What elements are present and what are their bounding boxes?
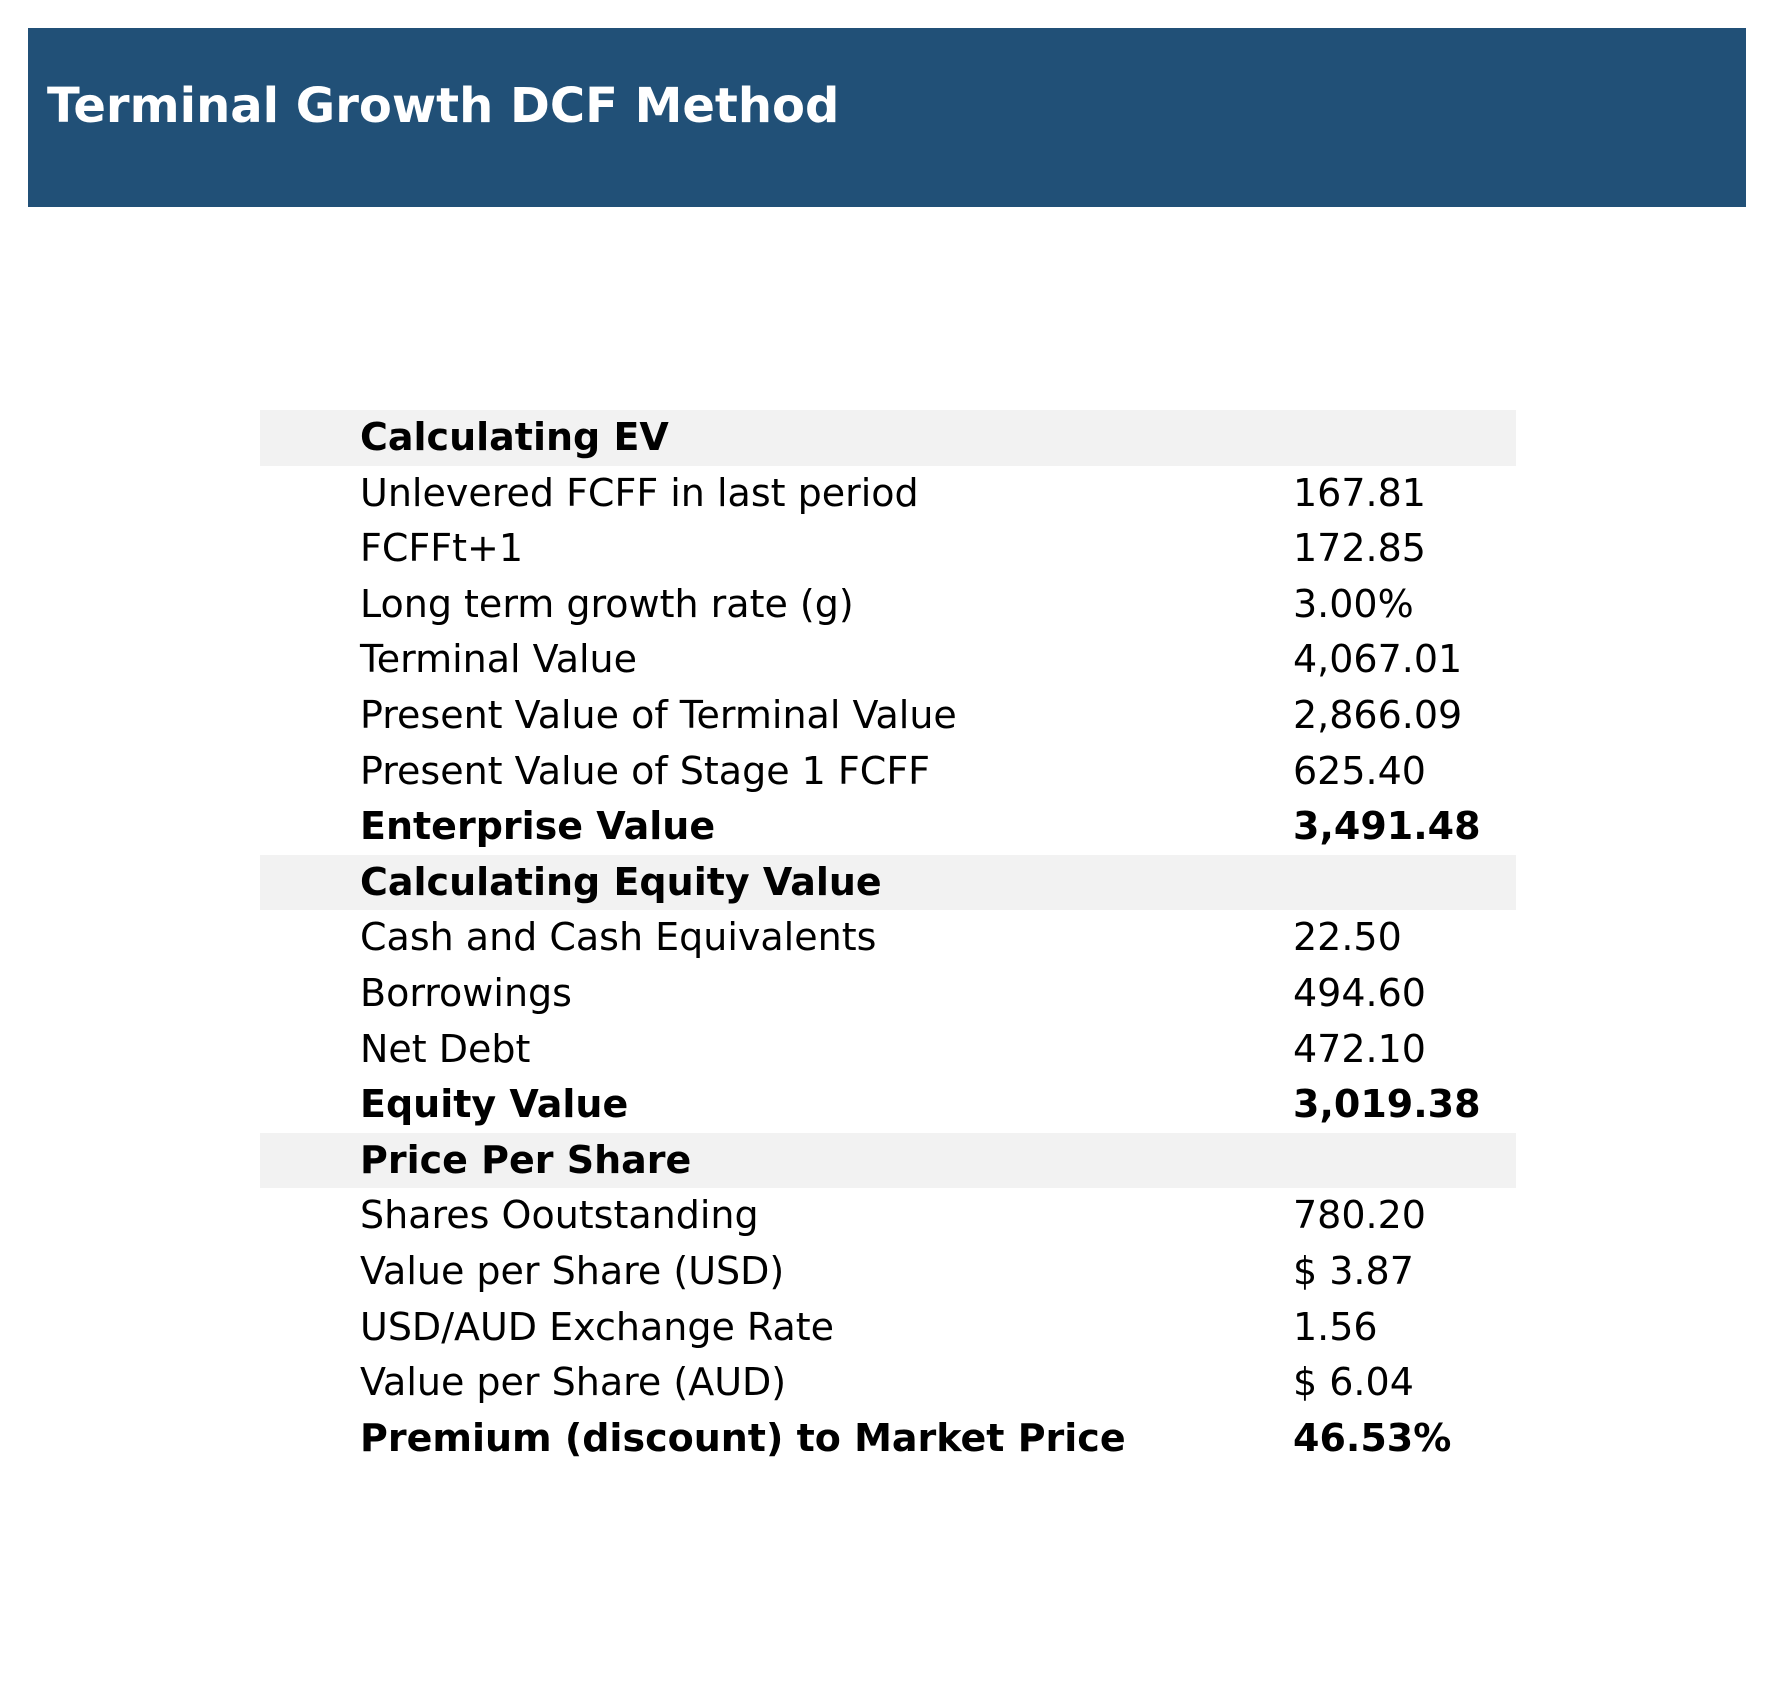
table-row: Value per Share (AUD) $ 6.04 [260, 1355, 1516, 1411]
table-row: USD/AUD Exchange Rate 1.56 [260, 1300, 1516, 1356]
table-row: Value per Share (USD) $ 3.87 [260, 1244, 1516, 1300]
row-label: Borrowings [360, 970, 572, 1015]
row-value: 172.85 [1293, 526, 1426, 571]
row-value: 22.50 [1293, 915, 1402, 960]
row-value: 625.40 [1293, 748, 1426, 793]
table-row: Terminal Value 4,067.01 [260, 632, 1516, 688]
row-label: Cash and Cash Equivalents [360, 915, 877, 960]
row-label: Equity Value [360, 1082, 629, 1127]
dcf-table: Calculating EV Unlevered FCFF in last pe… [260, 410, 1516, 1466]
row-label: Enterprise Value [360, 804, 716, 849]
section-header-equity-value: Calculating Equity Value [260, 854, 1516, 911]
row-value: 46.53% [1293, 1415, 1452, 1460]
row-value: 3,491.48 [1293, 804, 1481, 849]
row-label: USD/AUD Exchange Rate [360, 1304, 835, 1349]
row-label: Value per Share (AUD) [360, 1360, 787, 1405]
row-value: 2,866.09 [1293, 692, 1463, 737]
row-label: FCFFt+1 [360, 526, 524, 571]
total-row-premium: Premium (discount) to Market Price 46.53… [260, 1411, 1516, 1467]
table-row: Long term growth rate (g) 3.00% [260, 577, 1516, 633]
total-row-enterprise-value: Enterprise Value 3,491.48 [260, 799, 1516, 855]
section-header-price-per-share: Price Per Share [260, 1132, 1516, 1189]
row-value: 4,067.01 [1293, 637, 1463, 682]
row-value: $ 6.04 [1293, 1360, 1414, 1405]
section-title: Price Per Share [360, 1137, 692, 1182]
table-row: Cash and Cash Equivalents 22.50 [260, 910, 1516, 966]
table-row: Present Value of Stage 1 FCFF 625.40 [260, 744, 1516, 800]
row-label: Present Value of Stage 1 FCFF [360, 748, 931, 793]
row-label: Present Value of Terminal Value [360, 692, 957, 737]
table-row: Present Value of Terminal Value 2,866.09 [260, 688, 1516, 744]
table-row: Unlevered FCFF in last period 167.81 [260, 466, 1516, 522]
row-value: 494.60 [1293, 970, 1426, 1015]
row-value: 167.81 [1293, 470, 1426, 515]
total-row-equity-value: Equity Value 3,019.38 [260, 1077, 1516, 1133]
row-label: Unlevered FCFF in last period [360, 470, 919, 515]
row-label: Long term growth rate (g) [360, 581, 854, 626]
table-row: Shares Ooutstanding 780.20 [260, 1188, 1516, 1244]
header-banner: Terminal Growth DCF Method [28, 28, 1746, 207]
table-row: Net Debt 472.10 [260, 1022, 1516, 1078]
row-value: 3,019.38 [1293, 1082, 1481, 1127]
row-value: 780.20 [1293, 1193, 1426, 1238]
row-value: $ 3.87 [1293, 1248, 1414, 1293]
page-title: Terminal Growth DCF Method [47, 78, 840, 134]
row-value: 1.56 [1293, 1304, 1378, 1349]
section-title: Calculating Equity Value [360, 859, 882, 904]
section-title: Calculating EV [360, 415, 669, 459]
table-row: Borrowings 494.60 [260, 966, 1516, 1022]
section-header-ev: Calculating EV [260, 410, 1516, 466]
table-row: FCFFt+1 172.85 [260, 521, 1516, 577]
row-label: Value per Share (USD) [360, 1248, 785, 1293]
row-value: 3.00% [1293, 581, 1414, 626]
row-label: Shares Ooutstanding [360, 1193, 759, 1238]
row-label: Net Debt [360, 1026, 531, 1071]
row-value: 472.10 [1293, 1026, 1426, 1071]
row-label: Terminal Value [360, 637, 638, 682]
row-label: Premium (discount) to Market Price [360, 1415, 1126, 1460]
